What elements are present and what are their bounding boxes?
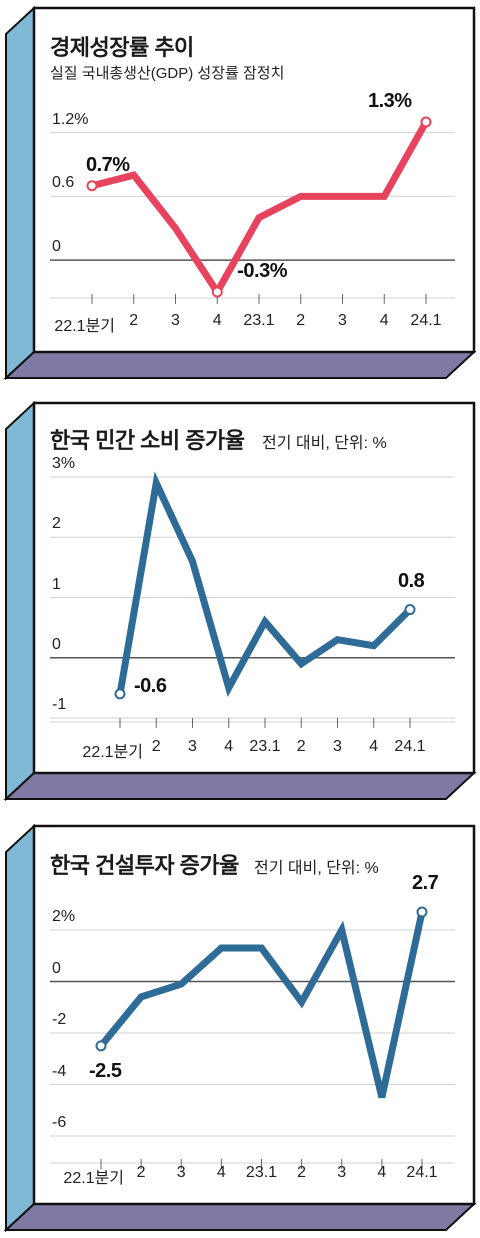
x-tick-label: 22.1분기 (82, 744, 144, 761)
data-point (404, 604, 416, 616)
y-tick-label: -1 (52, 696, 67, 713)
data-label: 0.8 (398, 569, 425, 592)
series-line (116, 471, 413, 698)
chart-title: 한국 건설투자 증가율 (50, 853, 239, 878)
data-label: 1.3% (368, 90, 412, 112)
frame-side (5, 5, 35, 380)
y-tick-label: 2 (52, 515, 61, 533)
x-tick-label: 2 (151, 738, 161, 755)
x-tick-label: 3 (176, 1164, 186, 1181)
data-label: -0.3% (237, 260, 287, 282)
data-point (211, 286, 223, 298)
x-tick-label: 3 (188, 738, 197, 755)
x-tick-label: 4 (369, 738, 379, 755)
x-tick-label: 4 (224, 738, 234, 755)
y-tick-label: 0 (52, 635, 61, 653)
x-tick-label: 23.1 (245, 1164, 278, 1181)
frame-side (5, 823, 35, 1233)
y-tick-label: -6 (52, 1114, 67, 1131)
x-tick-label: 22.1분기 (54, 318, 116, 335)
x-tick-label: 4 (216, 1164, 226, 1181)
data-point (114, 688, 126, 700)
x-tick-label: 22.1분기 (63, 1170, 125, 1187)
y-tick-label: 1 (52, 575, 61, 593)
data-label: -0.6 (134, 674, 167, 697)
series-line (91, 120, 430, 299)
x-tick-label: 4 (379, 312, 389, 329)
x-tick-label: 2 (297, 1164, 307, 1181)
chart-panel-1: 1.2% 0.6 0 22.1분기 2 3 4 23.1 2 3 4 24.1 0.7% -0.3% 1.3… (0, 0, 480, 380)
x-tick-label: 24.1 (406, 1164, 438, 1181)
y-tick-label: 2% (52, 908, 76, 925)
y-tick-label: 1.2% (52, 110, 89, 128)
chart-panel-2: 3% 2 1 0 -1 22.1분기 2 3 4 23.1 2 3 4 24.1 -0.6 0.8 한국 민간 … (0, 395, 480, 805)
unit-note: 전기 대비, 단위: % (262, 435, 387, 452)
chart-title: 경제성장률 추이 (50, 35, 194, 60)
frame-bottom (3, 772, 477, 800)
x-tick-label: 3 (333, 738, 342, 755)
frame-face (32, 824, 476, 1206)
frame-face (32, 401, 476, 775)
chart-title: 한국 민간 소비 증가율 (50, 428, 245, 453)
x-tick-label: 3 (171, 312, 180, 329)
unit-note: 전기 대비, 단위: % (254, 860, 379, 877)
frame-bottom (3, 351, 477, 379)
y-tick-label: 0 (52, 959, 61, 977)
x-tick-label: 4 (212, 312, 222, 329)
data-point (86, 180, 98, 192)
chart-svg (3, 400, 477, 802)
y-tick-label: 0.6 (52, 174, 75, 192)
x-tick-label: 3 (337, 1164, 347, 1181)
chart-svg (3, 5, 477, 380)
data-point (416, 906, 428, 918)
x-tick-label: 24.1 (410, 312, 442, 329)
chart-panel-3: 2% 0 -2 -4 -6 22.1분기 2 3 4 23.1 2 3 4 24.1 -2.5 2.7 한국 건… (0, 818, 480, 1238)
y-tick-label: -2 (52, 1011, 67, 1028)
x-tick-label: 24.1 (394, 738, 426, 755)
x-tick-label: 3 (338, 312, 347, 329)
x-tick-label: 2 (296, 738, 306, 755)
series-line (98, 911, 426, 1099)
chart-subtitle: 실질 국내총생산(GDP) 성장률 잠정치 (50, 65, 285, 82)
y-tick-label: 3% (52, 455, 76, 472)
x-tick-label: 23.1 (243, 312, 275, 329)
x-tick-label: 2 (296, 312, 306, 329)
chart-svg (3, 823, 477, 1233)
x-tick-label: 2 (136, 1164, 146, 1181)
data-point (420, 116, 432, 128)
y-tick-label: -4 (52, 1062, 67, 1080)
frame-side (5, 400, 35, 802)
y-tick-label: 0 (52, 238, 61, 256)
frame-bottom (3, 1203, 477, 1231)
x-tick-label: 23.1 (249, 738, 281, 755)
x-tick-label: 2 (129, 312, 139, 329)
x-tick-label: 4 (377, 1164, 387, 1181)
data-label: 2.7 (412, 871, 439, 894)
data-label: 0.7% (86, 153, 130, 176)
data-label: -2.5 (89, 1059, 122, 1082)
data-point (95, 1040, 107, 1052)
